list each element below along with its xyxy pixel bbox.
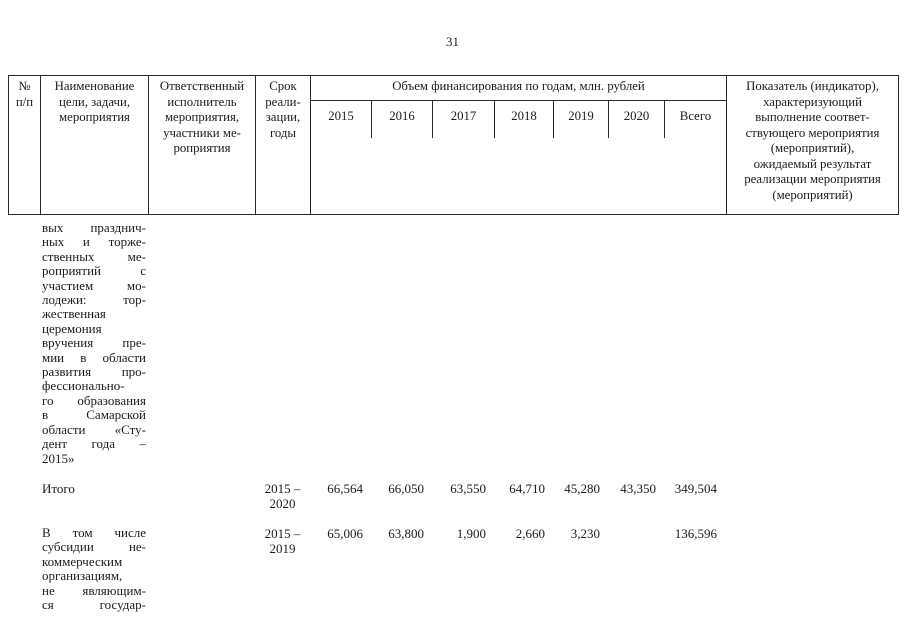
value-cell-2017: 63,550 [450,480,486,496]
value-cell-2019: 45,280 [564,480,600,496]
value-cell-2017: 1,900 [456,525,486,541]
col-header-term: Срок реали- зации, годы [256,76,311,214]
row-name-cell: вых празднич- ных и торже- ственных ме- … [42,220,146,466]
year-header-2016: 2016 [372,101,433,138]
table-body: вых празднич- ных и торже- ственных ме- … [8,220,897,627]
page-number: 31 [446,34,459,49]
row-name-cell: Итого [42,480,75,496]
col-header-executor: Ответственный исполнитель мероприятия, у… [149,76,256,214]
year-header-2017: 2017 [433,101,495,138]
year-header-total: Всего [679,109,712,123]
value-cell-total: 349,504 [674,480,717,496]
value-cell-2020: 43,350 [620,480,656,496]
value-cell-2015: 65,006 [327,525,363,541]
finance-group-header: Объем финансирования по годам, млн. рубл… [311,76,726,101]
row-subsidies: В том числе субсидии не- коммерческим ор… [8,524,897,612]
value-cell-2019: 3,230 [570,525,600,541]
value-cell-2018: 64,710 [509,480,545,496]
value-cell-2015: 66,564 [327,480,363,496]
col-header-indicator: Показатель (индикатор), характеризующий … [726,76,898,214]
row-name-cell: В том числе субсидии не- коммерческим ор… [42,524,146,612]
year-header-2015: 2015 [311,101,372,138]
col-header-name: Наименование цели, задачи, мероприятия [41,76,149,214]
year-header-2018: 2018 [495,101,554,138]
year-header-2020: 2020 [609,101,665,138]
table-header: № п/п Наименование цели, задачи, меропри… [8,75,899,215]
year-header-2019: 2019 [554,101,609,138]
value-cell-2016: 63,800 [388,525,424,541]
finance-header-spacer [311,138,726,214]
row-itogo: Итого 2015 – 2020 66,564 66,050 63,550 6… [8,481,897,511]
value-cell-2020 [608,526,664,612]
row-term-cell: 2015 – 2020 [264,480,301,511]
value-cell-2018: 2,660 [515,525,545,541]
row-term-cell: 2015 – 2019 [264,525,301,556]
value-cell-total: 136,596 [674,525,717,541]
col-header-num: № п/п [9,76,41,214]
value-cell-2016: 66,050 [388,480,424,496]
row-continuation: вых празднич- ных и торже- ственных ме- … [8,220,897,466]
